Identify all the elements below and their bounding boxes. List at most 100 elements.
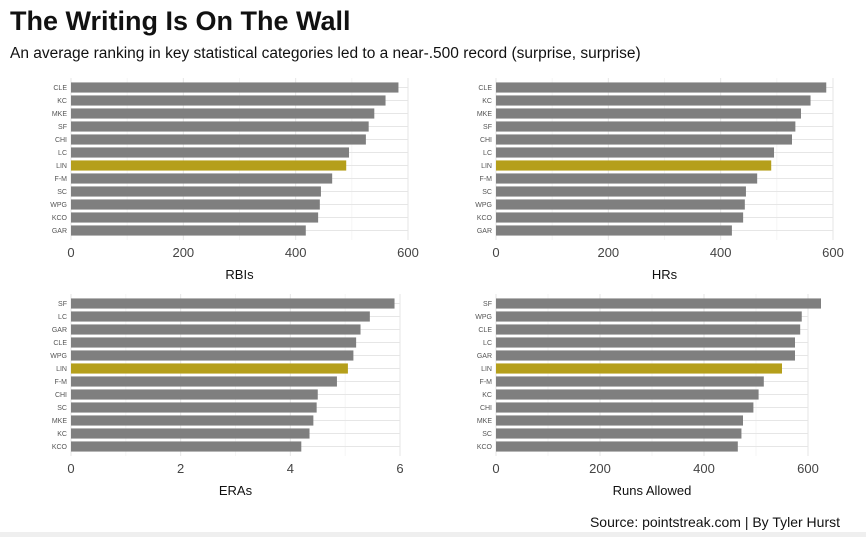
hrs-panel: CLE KC MKE SF CHI LC LIN F-M SC WPG KCO GAR 0 200 400 6… — [475, 78, 844, 282]
runs-allowed-category-label: SC — [482, 431, 492, 438]
eras-category-label: SF — [58, 301, 67, 308]
runs-allowed-bar-gar — [496, 350, 795, 361]
hrs-category-label: CLE — [478, 85, 492, 92]
chart-subtitle: An average ranking in key statistical ca… — [10, 45, 641, 62]
rbis-panel: CLE KC MKE SF CHI LC LIN F-M SC WPG KCO GAR 0 200 400 6… — [50, 78, 419, 282]
runs-allowed-bar-mke — [496, 415, 743, 426]
hrs-category-label: GAR — [477, 228, 492, 235]
rbis-tick-label: 600 — [397, 245, 419, 260]
rbis-bar-gar — [71, 225, 306, 236]
eras-category-label: SC — [57, 405, 67, 412]
runs-allowed-category-label: F-M — [480, 379, 493, 386]
runs-allowed-bar-lc — [496, 337, 795, 348]
rbis-category-label: CHI — [55, 137, 67, 144]
eras-bar-chi — [71, 389, 318, 400]
runs-allowed-tick-label: 200 — [589, 461, 611, 476]
eras-bar-wpg — [71, 350, 354, 361]
hrs-axis-title: HRs — [652, 267, 678, 282]
rbis-bar-f-m — [71, 173, 333, 184]
eras-tick-label: 2 — [177, 461, 184, 476]
hrs-tick-label: 200 — [597, 245, 619, 260]
eras-category-label: CLE — [53, 340, 67, 347]
bottom-strip — [0, 532, 866, 537]
runs-allowed-bar-lin — [496, 363, 782, 374]
rbis-bar-sf — [71, 121, 369, 132]
eras-category-label: F-M — [55, 379, 68, 386]
rbis-category-label: CLE — [53, 85, 67, 92]
hrs-bar-sf — [496, 121, 796, 132]
rbis-bar-lin — [71, 160, 347, 171]
runs-allowed-bar-sc — [496, 428, 742, 439]
rbis-category-label: F-M — [55, 176, 68, 183]
hrs-bar-mke — [496, 108, 801, 119]
eras-bar-lin — [71, 363, 348, 374]
rbis-tick-label: 400 — [285, 245, 307, 260]
rbis-bar-kc — [71, 95, 386, 106]
rbis-bar-kco — [71, 212, 319, 223]
rbis-bar-mke — [71, 108, 375, 119]
runs-allowed-tick-label: 600 — [797, 461, 819, 476]
runs-allowed-panel: SF WPG CLE LC GAR LIN F-M KC CHI MKE SC KCO 0 200 400 6… — [475, 294, 821, 498]
hrs-category-label: MKE — [477, 111, 493, 118]
runs-allowed-category-label: WPG — [475, 314, 492, 321]
eras-tick-label: 6 — [396, 461, 403, 476]
hrs-bar-chi — [496, 134, 792, 145]
rbis-category-label: WPG — [50, 202, 67, 209]
eras-bar-f-m — [71, 376, 337, 387]
rbis-category-label: GAR — [52, 228, 67, 235]
hrs-category-label: LIN — [481, 163, 492, 170]
hrs-category-label: SC — [482, 189, 492, 196]
rbis-bar-cle — [71, 82, 399, 93]
eras-category-label: GAR — [52, 327, 67, 334]
hrs-bar-sc — [496, 186, 746, 197]
rbis-category-label: MKE — [52, 111, 68, 118]
runs-allowed-category-label: LIN — [481, 366, 492, 373]
eras-axis-title: ERAs — [219, 483, 253, 498]
eras-category-label: WPG — [50, 353, 67, 360]
rbis-bar-wpg — [71, 199, 320, 210]
hrs-category-label: KCO — [477, 215, 493, 222]
source-caption: Source: pointstreak.com | By Tyler Hurst — [589, 514, 840, 530]
runs-allowed-category-label: KC — [482, 392, 492, 399]
runs-allowed-bar-kco — [496, 441, 738, 452]
runs-allowed-bar-cle — [496, 324, 801, 335]
runs-allowed-bar-f-m — [496, 376, 764, 387]
runs-allowed-bar-chi — [496, 402, 754, 413]
hrs-bar-gar — [496, 225, 732, 236]
hrs-bar-wpg — [496, 199, 745, 210]
hrs-category-label: SF — [483, 124, 492, 131]
eras-category-label: LIN — [56, 366, 67, 373]
eras-tick-label: 4 — [287, 461, 294, 476]
hrs-tick-label: 600 — [822, 245, 844, 260]
runs-allowed-category-label: GAR — [477, 353, 492, 360]
eras-panel: SF LC GAR CLE WPG LIN F-M CHI SC MKE KC KCO 0 2 4 6 ERAs — [50, 294, 404, 498]
hrs-bar-cle — [496, 82, 827, 93]
hrs-tick-label: 0 — [492, 245, 499, 260]
hrs-category-label: F-M — [480, 176, 493, 183]
rbis-bar-sc — [71, 186, 321, 197]
hrs-bar-f-m — [496, 173, 758, 184]
rbis-category-label: SC — [57, 189, 67, 196]
runs-allowed-category-label: SF — [483, 301, 492, 308]
runs-allowed-axis-title: Runs Allowed — [613, 483, 692, 498]
hrs-category-label: WPG — [475, 202, 492, 209]
rbis-category-label: LIN — [56, 163, 67, 170]
hrs-tick-label: 400 — [710, 245, 732, 260]
eras-category-label: CHI — [55, 392, 67, 399]
runs-allowed-category-label: CLE — [478, 327, 492, 334]
hrs-bar-lin — [496, 160, 772, 171]
runs-allowed-tick-label: 400 — [693, 461, 715, 476]
eras-tick-label: 0 — [67, 461, 74, 476]
eras-category-label: LC — [58, 314, 67, 321]
runs-allowed-category-label: LC — [483, 340, 492, 347]
rbis-category-label: KCO — [52, 215, 68, 222]
eras-bar-sc — [71, 402, 317, 413]
eras-category-label: MKE — [52, 418, 68, 425]
hrs-category-label: KC — [482, 98, 492, 105]
rbis-axis-title: RBIs — [225, 267, 254, 282]
rbis-category-label: LC — [58, 150, 67, 157]
rbis-tick-label: 0 — [67, 245, 74, 260]
hrs-category-label: LC — [483, 150, 492, 157]
runs-allowed-category-label: KCO — [477, 444, 493, 451]
eras-bar-gar — [71, 324, 361, 335]
